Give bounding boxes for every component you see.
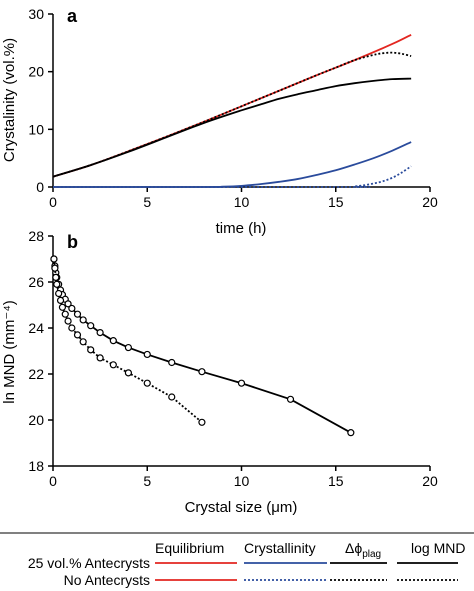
legend-swatches [155, 562, 458, 581]
legend-header-logmnd: log MND [411, 540, 465, 556]
series-line-b-0 [53, 258, 352, 434]
legend-row-no-antecrysts-label: No Antecrysts [64, 572, 150, 588]
data-point-b-1 [50, 255, 58, 263]
data-point-b-0 [68, 304, 76, 313]
data-point-b-0 [286, 395, 295, 403]
data-point-b-1 [53, 280, 61, 288]
y-tick-label-a: 20 [28, 64, 44, 80]
data-point-b-1 [52, 273, 60, 281]
y-tick-label-b: 24 [28, 320, 44, 336]
data-point-b-1 [143, 379, 151, 387]
series-line-b-1 [53, 258, 203, 423]
data-point-b-1 [68, 324, 76, 332]
data-point-b-0 [87, 322, 95, 330]
panel-label-a: a [67, 6, 78, 26]
y-tick-label-b: 28 [28, 228, 44, 244]
panel-b: b 0 5 10 15 20 18 20 22 24 26 28 Crystal size (μm)… [1, 228, 438, 516]
data-point-b-0 [96, 329, 104, 337]
data-point-b-1 [73, 331, 82, 339]
legend: Equilibrium Crystallinity Δϕplag log MND… [0, 532, 474, 588]
x-tick-label-a: 15 [328, 194, 344, 210]
ticks-b: 0 5 10 15 20 18 20 22 24 26 28 [28, 228, 438, 489]
data-point-b-0 [64, 300, 72, 308]
data-point-b-1 [168, 393, 176, 401]
y-tick-label-b: 26 [28, 274, 44, 290]
y-tick-label-b: 20 [28, 412, 44, 428]
data-point-b-0 [168, 358, 176, 367]
x-tick-label-a: 10 [234, 194, 250, 210]
legend-header-crystallinity: Crystallinity [244, 540, 316, 556]
data-point-b-0 [79, 316, 87, 324]
data-point-b-1 [124, 369, 132, 377]
data-point-b-1 [87, 346, 95, 354]
x-tick-label-b: 15 [328, 473, 344, 489]
x-tick-label-a: 5 [143, 194, 151, 210]
legend-header-dphi: Δϕplag [345, 540, 381, 560]
x-tick-label-b: 0 [49, 473, 57, 489]
x-tick-label-b: 5 [143, 473, 151, 489]
y-tick-label-a: 30 [28, 6, 44, 22]
y-tick-label-a: 0 [36, 179, 44, 195]
data-point-b-0 [109, 337, 117, 345]
legend-header-dphi-sub: plag [362, 549, 381, 560]
legend-header-dphi-main: Δϕ [345, 540, 362, 556]
series-a [52, 33, 412, 188]
y-axis-label-b: ln MND (mm⁻⁴) [1, 300, 18, 404]
data-point-b-0 [73, 310, 82, 318]
series-line-a-1 [52, 51, 412, 178]
data-point-b-0 [237, 379, 246, 387]
x-tick-label-a: 0 [49, 194, 57, 210]
data-point-b-1 [61, 310, 69, 318]
data-point-b-1 [198, 418, 206, 426]
series-line-a-4 [52, 165, 412, 188]
series-line-a-2 [52, 77, 412, 178]
y-tick-label-b: 18 [28, 458, 44, 474]
x-tick-label-a: 20 [422, 194, 438, 210]
data-point-b-0 [198, 368, 206, 376]
data-point-b-1 [96, 354, 104, 362]
x-axis-label-a: time (h) [216, 220, 267, 237]
legend-header-equilibrium: Equilibrium [155, 540, 224, 556]
panel-label-b: b [67, 232, 78, 252]
ticks-a: 0 5 10 15 20 0 10 20 30 [28, 6, 438, 210]
data-point-b-1 [51, 264, 59, 272]
data-point-b-0 [124, 343, 132, 352]
data-point-b-1 [79, 338, 87, 346]
x-axis-label-b: Crystal size (μm) [185, 499, 298, 516]
data-point-b-1 [56, 296, 65, 304]
data-point-b-1 [64, 317, 72, 325]
x-tick-label-b: 10 [234, 473, 250, 489]
y-axis-label-a: Crystalinity (vol.%) [1, 38, 18, 162]
data-point-b-1 [55, 289, 63, 298]
series-line-a-0 [52, 33, 412, 178]
series-line-a-3 [52, 141, 412, 188]
data-point-b-0 [143, 350, 151, 359]
series-b [50, 255, 355, 437]
data-point-b-1 [109, 361, 117, 369]
data-point-b-1 [58, 303, 67, 311]
legend-row-antecrysts-label: 25 vol.% Antecrysts [28, 555, 150, 571]
x-tick-label-b: 20 [422, 473, 438, 489]
panel-a: a 0 5 10 15 20 0 10 20 30 time (h) Crystalinity … [1, 6, 438, 237]
y-tick-label-b: 22 [28, 366, 44, 382]
data-point-b-0 [347, 429, 355, 437]
y-tick-label-a: 10 [28, 121, 44, 137]
